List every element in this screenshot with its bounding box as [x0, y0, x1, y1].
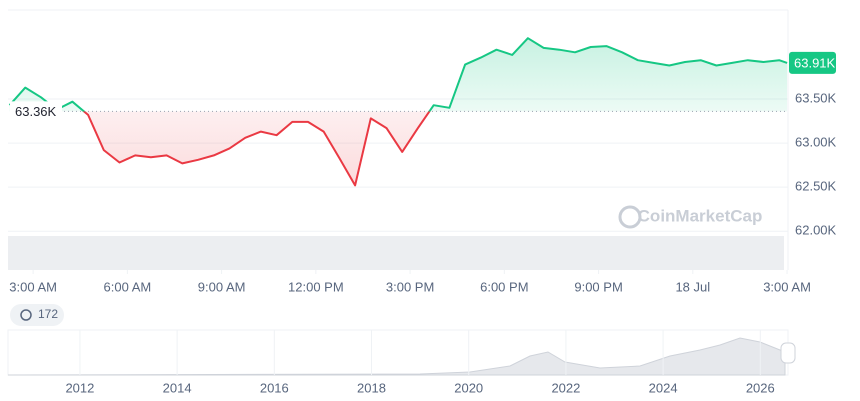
history-icon: [20, 309, 32, 321]
navigator-tick-label: 2012: [65, 380, 94, 395]
current-price-badge: [789, 51, 836, 74]
navigator-area: [7, 337, 786, 376]
x-tick-label: 3:00 PM: [386, 279, 434, 294]
plot: 63.36K 63.91K: [8, 37, 836, 187]
navigator-tick-label: 2014: [163, 380, 192, 395]
navigator-tick-label: 2020: [454, 380, 483, 395]
navigator-handle[interactable]: [780, 342, 796, 364]
y-tick-label: 63.00K: [795, 135, 837, 150]
y-tick-label: 62.00K: [795, 223, 837, 238]
x-tick-label: 6:00 PM: [480, 279, 528, 294]
navigator-tick-label: 2024: [649, 380, 678, 395]
navigator-tick-label: 2026: [746, 380, 775, 395]
y-tick-label: 62.50K: [795, 179, 837, 194]
navigator-tick-label: 2022: [551, 380, 580, 395]
navigator-tick-label: 2018: [357, 380, 386, 395]
history-badge[interactable]: [10, 304, 64, 326]
history-count: 172: [38, 307, 58, 321]
area: [9, 38, 788, 186]
volume-band: [8, 236, 784, 270]
watermark: CoinMarketCap: [638, 206, 763, 225]
x-tick-label: 18 Jul: [675, 279, 710, 294]
reference-label-bg: [10, 101, 62, 122]
x-tick-label: 3:00 AM: [763, 279, 811, 294]
x-tick-label: 12:00 PM: [288, 279, 344, 294]
reference-label: 63.36K: [15, 104, 57, 119]
x-tick-label: 6:00 AM: [104, 279, 152, 294]
x-tick-label: 9:00 AM: [198, 279, 246, 294]
watermark-logo: [618, 205, 642, 229]
current-price-label: 63.91K: [794, 55, 836, 70]
y-tick-label: 63.50K: [795, 90, 837, 105]
price-line: [8, 37, 788, 187]
navigator-tick-label: 2016: [260, 380, 289, 395]
x-tick-label: 3:00 AM: [9, 279, 57, 294]
navigator: 172 2012 2014 2016 2018 2020 2022 2024 2026: [7, 304, 796, 395]
x-tick-label: 9:00 PM: [574, 279, 622, 294]
